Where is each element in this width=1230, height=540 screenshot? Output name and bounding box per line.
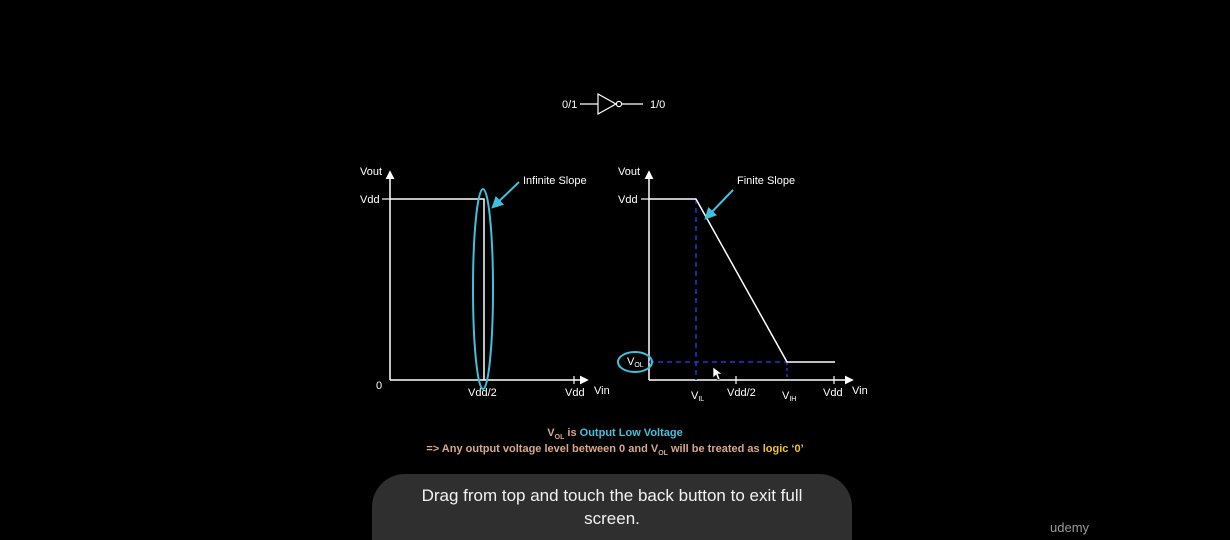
real-vdd-x-label: Vdd <box>823 387 843 399</box>
inverter-triangle-icon <box>598 94 616 114</box>
real-vtc-curve <box>649 199 835 362</box>
mouse-cursor-icon <box>713 367 722 380</box>
ideal-vdd-label: Vdd <box>360 194 380 206</box>
ideal-vtc-plot: Vout Vdd 0 Infinite Slope Vdd/2 Vdd Vin <box>360 166 610 399</box>
vih-label: VIH <box>782 390 796 403</box>
real-vdd-half-label: Vdd/2 <box>727 387 756 399</box>
infinite-slope-highlight <box>473 189 493 389</box>
finite-slope-label: Finite Slope <box>737 175 795 187</box>
infinite-slope-arrow-icon <box>493 182 519 207</box>
real-vtc-plot: Vout Vdd VOL Finite Slope VIL Vdd/2 VIH … <box>618 166 868 403</box>
finite-slope-arrow-icon <box>706 190 733 218</box>
ideal-origin-label: 0 <box>376 380 382 392</box>
ideal-vdd-half-label: Vdd/2 <box>468 387 497 399</box>
udemy-watermark: udemy <box>1050 520 1089 535</box>
ideal-vdd-x-label: Vdd <box>565 387 585 399</box>
ideal-vtc-curve <box>390 199 484 380</box>
inverter-input-label: 0/1 <box>562 99 577 111</box>
vol-label: VOL <box>627 356 644 369</box>
ideal-y-axis-label: Vout <box>360 166 382 178</box>
infinite-slope-label: Infinite Slope <box>523 175 587 187</box>
real-vin-label: Vin <box>852 385 868 397</box>
real-vdd-label: Vdd <box>618 194 638 206</box>
inverter-output-label: 1/0 <box>650 99 665 111</box>
logic-zero-caption: => Any output voltage level between 0 an… <box>0 443 1230 457</box>
vil-label: VIL <box>691 390 704 403</box>
vol-definition-caption: VOL is Output Low Voltage <box>0 427 1230 441</box>
exit-fullscreen-toast: Drag from top and touch the back button … <box>372 474 852 540</box>
inverter-symbol: 0/1 1/0 <box>562 94 665 114</box>
ideal-vin-label: Vin <box>594 385 610 397</box>
real-y-axis-label: Vout <box>618 166 640 178</box>
